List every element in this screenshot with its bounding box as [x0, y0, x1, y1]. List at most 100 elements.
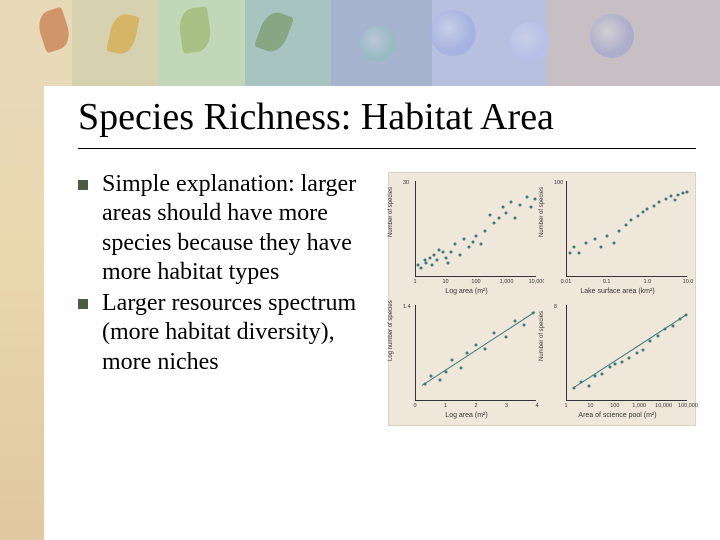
data-point	[454, 243, 457, 246]
data-point	[425, 261, 428, 264]
data-point	[475, 343, 478, 346]
leaf-icon	[35, 7, 74, 54]
data-point	[502, 206, 505, 209]
fit-line	[422, 311, 535, 385]
x-axis-label: Lake surface area (km²)	[580, 288, 654, 295]
y-tick: 8	[554, 304, 557, 310]
x-axis-label: Log area (m²)	[445, 288, 487, 295]
data-point	[450, 251, 453, 254]
data-point	[642, 211, 645, 214]
data-point	[429, 256, 432, 259]
x-tick: 100	[610, 403, 619, 409]
bullet-text: Simple explanation: larger areas should …	[102, 170, 378, 287]
data-point	[493, 331, 496, 334]
flower-icon	[510, 22, 550, 62]
y-tick: 100	[554, 180, 563, 186]
fit-line	[574, 314, 688, 388]
data-point	[480, 243, 483, 246]
page-title: Species Richness: Habitat Area	[78, 96, 696, 149]
data-point	[686, 190, 689, 193]
data-point	[514, 216, 517, 219]
y-axis-label: Number of species	[539, 311, 545, 361]
x-tick: 10,000	[529, 279, 546, 285]
y-tick: 30	[403, 180, 409, 186]
x-tick: 3	[505, 403, 508, 409]
data-point	[613, 241, 616, 244]
list-item: Simple explanation: larger areas should …	[78, 170, 378, 287]
data-point	[420, 267, 423, 270]
bullet-icon	[78, 180, 88, 190]
data-point	[578, 252, 581, 255]
data-point	[645, 207, 648, 210]
data-point	[519, 203, 522, 206]
slide: Species Richness: Habitat Area Simple ex…	[0, 0, 720, 540]
data-point	[439, 379, 442, 382]
flower-icon	[360, 26, 396, 62]
leaf-icon	[177, 6, 213, 54]
x-tick: 10,000	[655, 403, 672, 409]
x-tick: 0.1	[603, 279, 611, 285]
data-point	[665, 197, 668, 200]
data-point	[625, 223, 628, 226]
data-point	[460, 367, 463, 370]
data-point	[505, 335, 508, 338]
data-point	[601, 372, 604, 375]
data-point	[451, 359, 454, 362]
data-point	[637, 215, 640, 218]
y-tick: 1.4	[403, 304, 411, 310]
data-point	[459, 253, 462, 256]
x-tick: 10	[442, 279, 448, 285]
subplot-C: Log number of speciesLog area (m²)1.4012…	[393, 301, 540, 421]
data-point	[525, 195, 528, 198]
data-point	[658, 201, 661, 204]
data-point	[530, 206, 533, 209]
data-point	[677, 194, 680, 197]
data-point	[587, 384, 590, 387]
decorative-banner	[0, 0, 720, 86]
x-tick: 100	[471, 279, 480, 285]
x-tick: 1.0	[644, 279, 652, 285]
x-axis-label: Log area (m²)	[445, 412, 487, 419]
plot-area	[415, 181, 536, 277]
x-tick: 1	[444, 403, 447, 409]
data-point	[653, 204, 656, 207]
bullet-icon	[78, 299, 88, 309]
bullet-text: Larger resources spectrum (more habitat …	[102, 289, 378, 377]
data-point	[599, 246, 602, 249]
data-point	[673, 198, 676, 201]
x-tick: 1,000	[632, 403, 646, 409]
data-point	[505, 211, 508, 214]
subplot-D: Number of speciesArea of science pool (m…	[544, 301, 691, 421]
data-point	[493, 222, 496, 225]
x-axis-label: Area of science pool (m²)	[578, 412, 656, 419]
data-point	[438, 248, 441, 251]
leaf-icon	[106, 12, 140, 57]
data-point	[468, 245, 471, 248]
data-point	[442, 251, 445, 254]
data-point	[628, 357, 631, 360]
data-point	[514, 319, 517, 322]
chart-grid: Number of speciesLog area (m²)301101001,…	[388, 172, 696, 426]
data-point	[475, 235, 478, 238]
x-tick: 2	[474, 403, 477, 409]
x-tick: 1	[564, 403, 567, 409]
data-point	[445, 256, 448, 259]
data-point	[484, 347, 487, 350]
data-point	[593, 238, 596, 241]
data-point	[573, 246, 576, 249]
flower-icon	[590, 14, 634, 58]
x-tick: 0.01	[561, 279, 572, 285]
list-item: Larger resources spectrum (more habitat …	[78, 289, 378, 377]
data-point	[435, 259, 438, 262]
y-axis-label: Number of species	[388, 187, 394, 237]
data-point	[472, 240, 475, 243]
subplot-A: Number of speciesLog area (m²)301101001,…	[393, 177, 540, 297]
x-tick: 0	[413, 403, 416, 409]
x-tick: 1,000	[500, 279, 514, 285]
data-point	[682, 192, 685, 195]
data-point	[642, 349, 645, 352]
data-point	[614, 363, 617, 366]
y-axis-label: Number of species	[539, 187, 545, 237]
data-point	[489, 214, 492, 217]
data-point	[498, 216, 501, 219]
